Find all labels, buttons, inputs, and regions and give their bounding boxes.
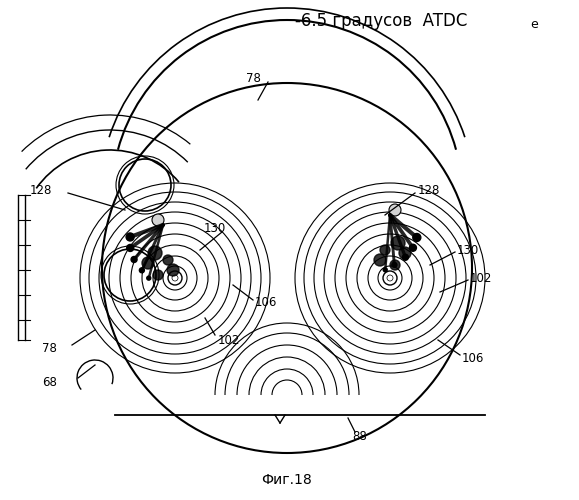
Circle shape <box>390 260 400 270</box>
Circle shape <box>126 233 134 241</box>
Circle shape <box>399 247 411 259</box>
Circle shape <box>167 264 179 276</box>
Circle shape <box>413 234 421 241</box>
Circle shape <box>383 271 397 285</box>
Circle shape <box>140 268 144 273</box>
Circle shape <box>402 254 408 260</box>
Circle shape <box>168 271 182 285</box>
Circle shape <box>387 275 393 281</box>
Text: 106: 106 <box>255 296 277 310</box>
Text: -6.5 градусов  ATDC: -6.5 градусов ATDC <box>295 12 467 30</box>
Circle shape <box>380 245 390 255</box>
Circle shape <box>142 257 154 269</box>
Circle shape <box>152 214 164 226</box>
Text: 102: 102 <box>218 334 240 346</box>
Text: 78: 78 <box>42 342 57 354</box>
Text: Фиг.18: Фиг.18 <box>262 473 313 487</box>
Text: 130: 130 <box>457 244 479 256</box>
Circle shape <box>172 275 178 281</box>
Circle shape <box>146 276 151 280</box>
Circle shape <box>153 270 163 280</box>
Circle shape <box>392 262 397 268</box>
Circle shape <box>391 236 405 250</box>
Text: 102: 102 <box>470 272 492 284</box>
Circle shape <box>163 255 173 265</box>
Circle shape <box>409 244 416 252</box>
Text: 128: 128 <box>418 184 441 196</box>
Circle shape <box>127 244 134 252</box>
Circle shape <box>374 254 386 266</box>
Text: 78: 78 <box>245 72 261 85</box>
Text: 88: 88 <box>352 430 367 442</box>
Circle shape <box>131 256 137 262</box>
Circle shape <box>383 268 387 272</box>
Circle shape <box>148 246 162 260</box>
Text: 128: 128 <box>30 184 52 196</box>
Text: e: e <box>530 18 538 31</box>
Text: 68: 68 <box>42 376 57 388</box>
Text: 130: 130 <box>204 222 226 234</box>
Text: 106: 106 <box>462 352 485 364</box>
Circle shape <box>389 204 401 216</box>
